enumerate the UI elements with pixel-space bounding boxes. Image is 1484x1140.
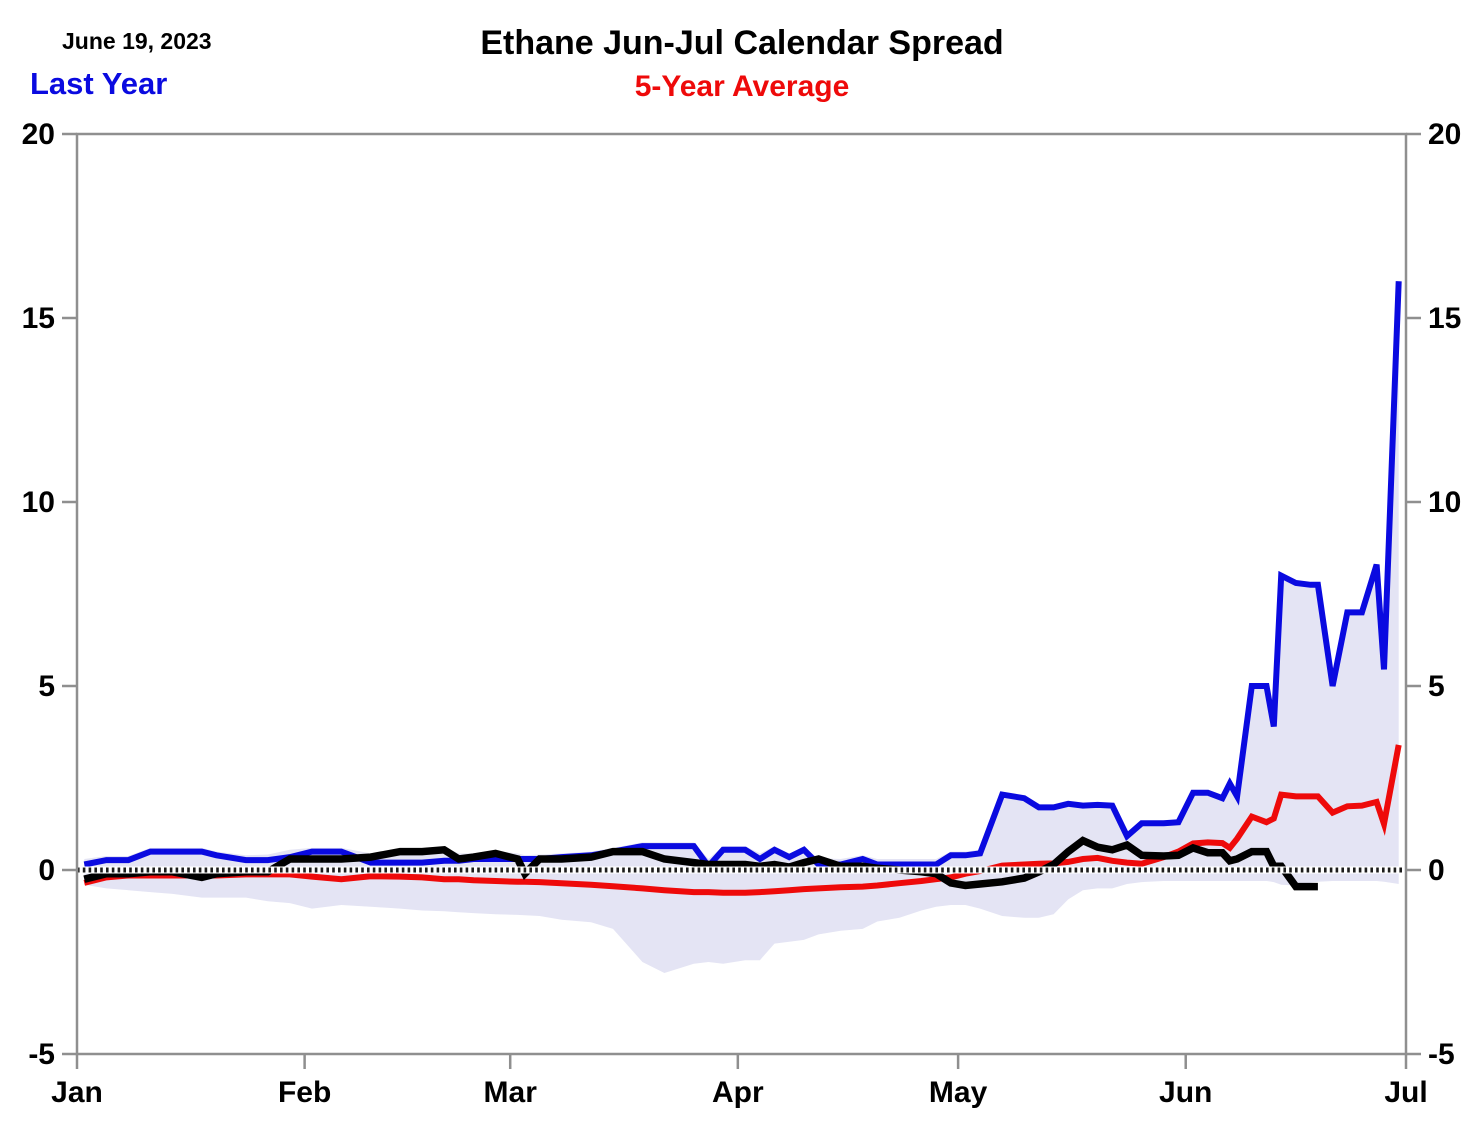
y-axis-label-left: 5 — [38, 670, 55, 703]
month-label: Apr — [712, 1076, 764, 1109]
y-axis-label-left: 0 — [38, 854, 55, 887]
chart-title: Ethane Jun-Jul Calendar Spread — [480, 24, 1004, 62]
month-label: Jan — [51, 1076, 103, 1109]
month-label: Jun — [1159, 1076, 1212, 1109]
y-axis-label-right: 10 — [1428, 486, 1461, 519]
y-axis-label-right: 15 — [1428, 302, 1461, 335]
month-label: Feb — [278, 1076, 331, 1109]
last-year-line — [83, 281, 1402, 872]
y-axis-label-right: 0 — [1428, 854, 1445, 887]
current-year-line — [83, 836, 1318, 891]
month-label: Jul — [1384, 1076, 1427, 1109]
y-axis-label-left: 10 — [22, 486, 55, 519]
month-label: Mar — [484, 1076, 538, 1109]
y-axis-label-left: 15 — [22, 302, 55, 335]
y-axis-label-right: -5 — [1428, 1038, 1455, 1071]
month-label: May — [929, 1076, 988, 1109]
y-axis-label-right: 5 — [1428, 670, 1445, 703]
as-of-date-label: June 19, 2023 — [62, 28, 212, 54]
legend-five-year-average-label: 5-Year Average — [634, 70, 850, 103]
y-axis-label-left: 20 — [22, 118, 55, 151]
five-year-average-line — [83, 744, 1402, 896]
y-axis-label-left: -5 — [28, 1038, 55, 1071]
y-axis-label-right: 20 — [1428, 118, 1461, 151]
plot-frame — [75, 132, 1408, 1056]
legend-last-year-label: Last Year — [30, 66, 168, 101]
